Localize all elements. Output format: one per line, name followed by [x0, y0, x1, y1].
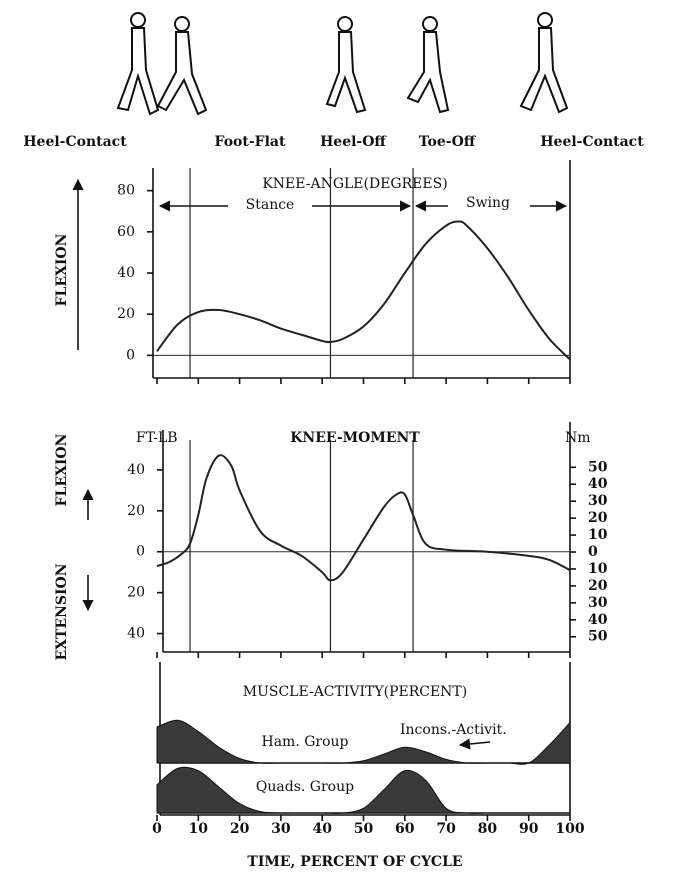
annotation: Swing — [466, 195, 510, 211]
walking-figures — [116, 12, 569, 116]
curve — [156, 454, 571, 582]
y-label: FLEXION — [54, 433, 70, 506]
x-tick-label: 20 — [230, 821, 250, 837]
y-tick-label: 40 — [127, 462, 145, 478]
x-tick-label: 60 — [395, 821, 415, 837]
event-label: Foot-Flat — [215, 134, 286, 150]
annotation: Stance — [246, 197, 295, 213]
x-tick-label: 40 — [312, 821, 332, 837]
x-tick-label: 10 — [189, 821, 209, 837]
event-label: Heel-Off — [320, 134, 387, 150]
series-label: Ham. Group — [261, 734, 348, 750]
y2-units: Nm — [565, 430, 591, 446]
x-tick-label: 80 — [478, 821, 498, 837]
x-tick-label: 50 — [354, 821, 374, 837]
y2-tick-label: 20 — [588, 510, 608, 526]
series-label: Quads. Group — [256, 779, 354, 795]
y-label: EXTENSION — [54, 563, 70, 660]
y-tick-label: 20 — [127, 503, 145, 519]
curve — [156, 220, 571, 361]
x-tick-label: 30 — [271, 821, 291, 837]
x-label: TIME, PERCENT OF CYCLE — [247, 854, 462, 870]
y2-tick-label: 40 — [588, 476, 608, 492]
event-label: Heel-Contact — [540, 134, 644, 150]
y-units: FT-LB — [136, 430, 178, 446]
y-tick-label: 0 — [126, 347, 135, 363]
panel-title: KNEE-ANGLE(DEGREES) — [262, 176, 447, 192]
y2-tick-label: 10 — [588, 561, 608, 577]
annotation: Incons.-Activit. — [400, 722, 507, 738]
y-tick-label: 40 — [127, 626, 145, 642]
y-tick-label: 60 — [117, 224, 135, 240]
y-label: FLEXION — [54, 233, 70, 306]
activity-area — [156, 766, 570, 814]
x-tick-label: 90 — [519, 821, 539, 837]
y2-tick-label: 50 — [588, 629, 608, 645]
y-tick-label: 0 — [136, 544, 145, 560]
x-tick-label: 0 — [152, 821, 162, 837]
y-tick-label: 40 — [117, 265, 135, 281]
y2-tick-label: 0 — [588, 544, 598, 560]
activity-area — [156, 719, 571, 765]
y2-tick-label: 30 — [588, 595, 608, 611]
y2-tick-label: 20 — [588, 578, 608, 594]
panel-title: MUSCLE-ACTIVITY(PERCENT) — [243, 684, 467, 700]
y-tick-label: 20 — [127, 585, 145, 601]
y2-tick-label: 30 — [588, 493, 608, 509]
y2-tick-label: 50 — [588, 459, 608, 475]
panel-title: KNEE-MOMENT — [290, 430, 420, 446]
y2-tick-label: 10 — [588, 527, 608, 543]
event-label: Heel-Contact — [23, 134, 127, 150]
y2-tick-label: 40 — [588, 612, 608, 628]
x-tick-label: 70 — [436, 821, 456, 837]
arrow — [458, 738, 491, 750]
y-tick-label: 20 — [117, 306, 135, 322]
x-tick-label: 100 — [555, 821, 584, 837]
y-tick-label: 80 — [117, 183, 135, 199]
event-label: Toe-Off — [419, 134, 477, 150]
